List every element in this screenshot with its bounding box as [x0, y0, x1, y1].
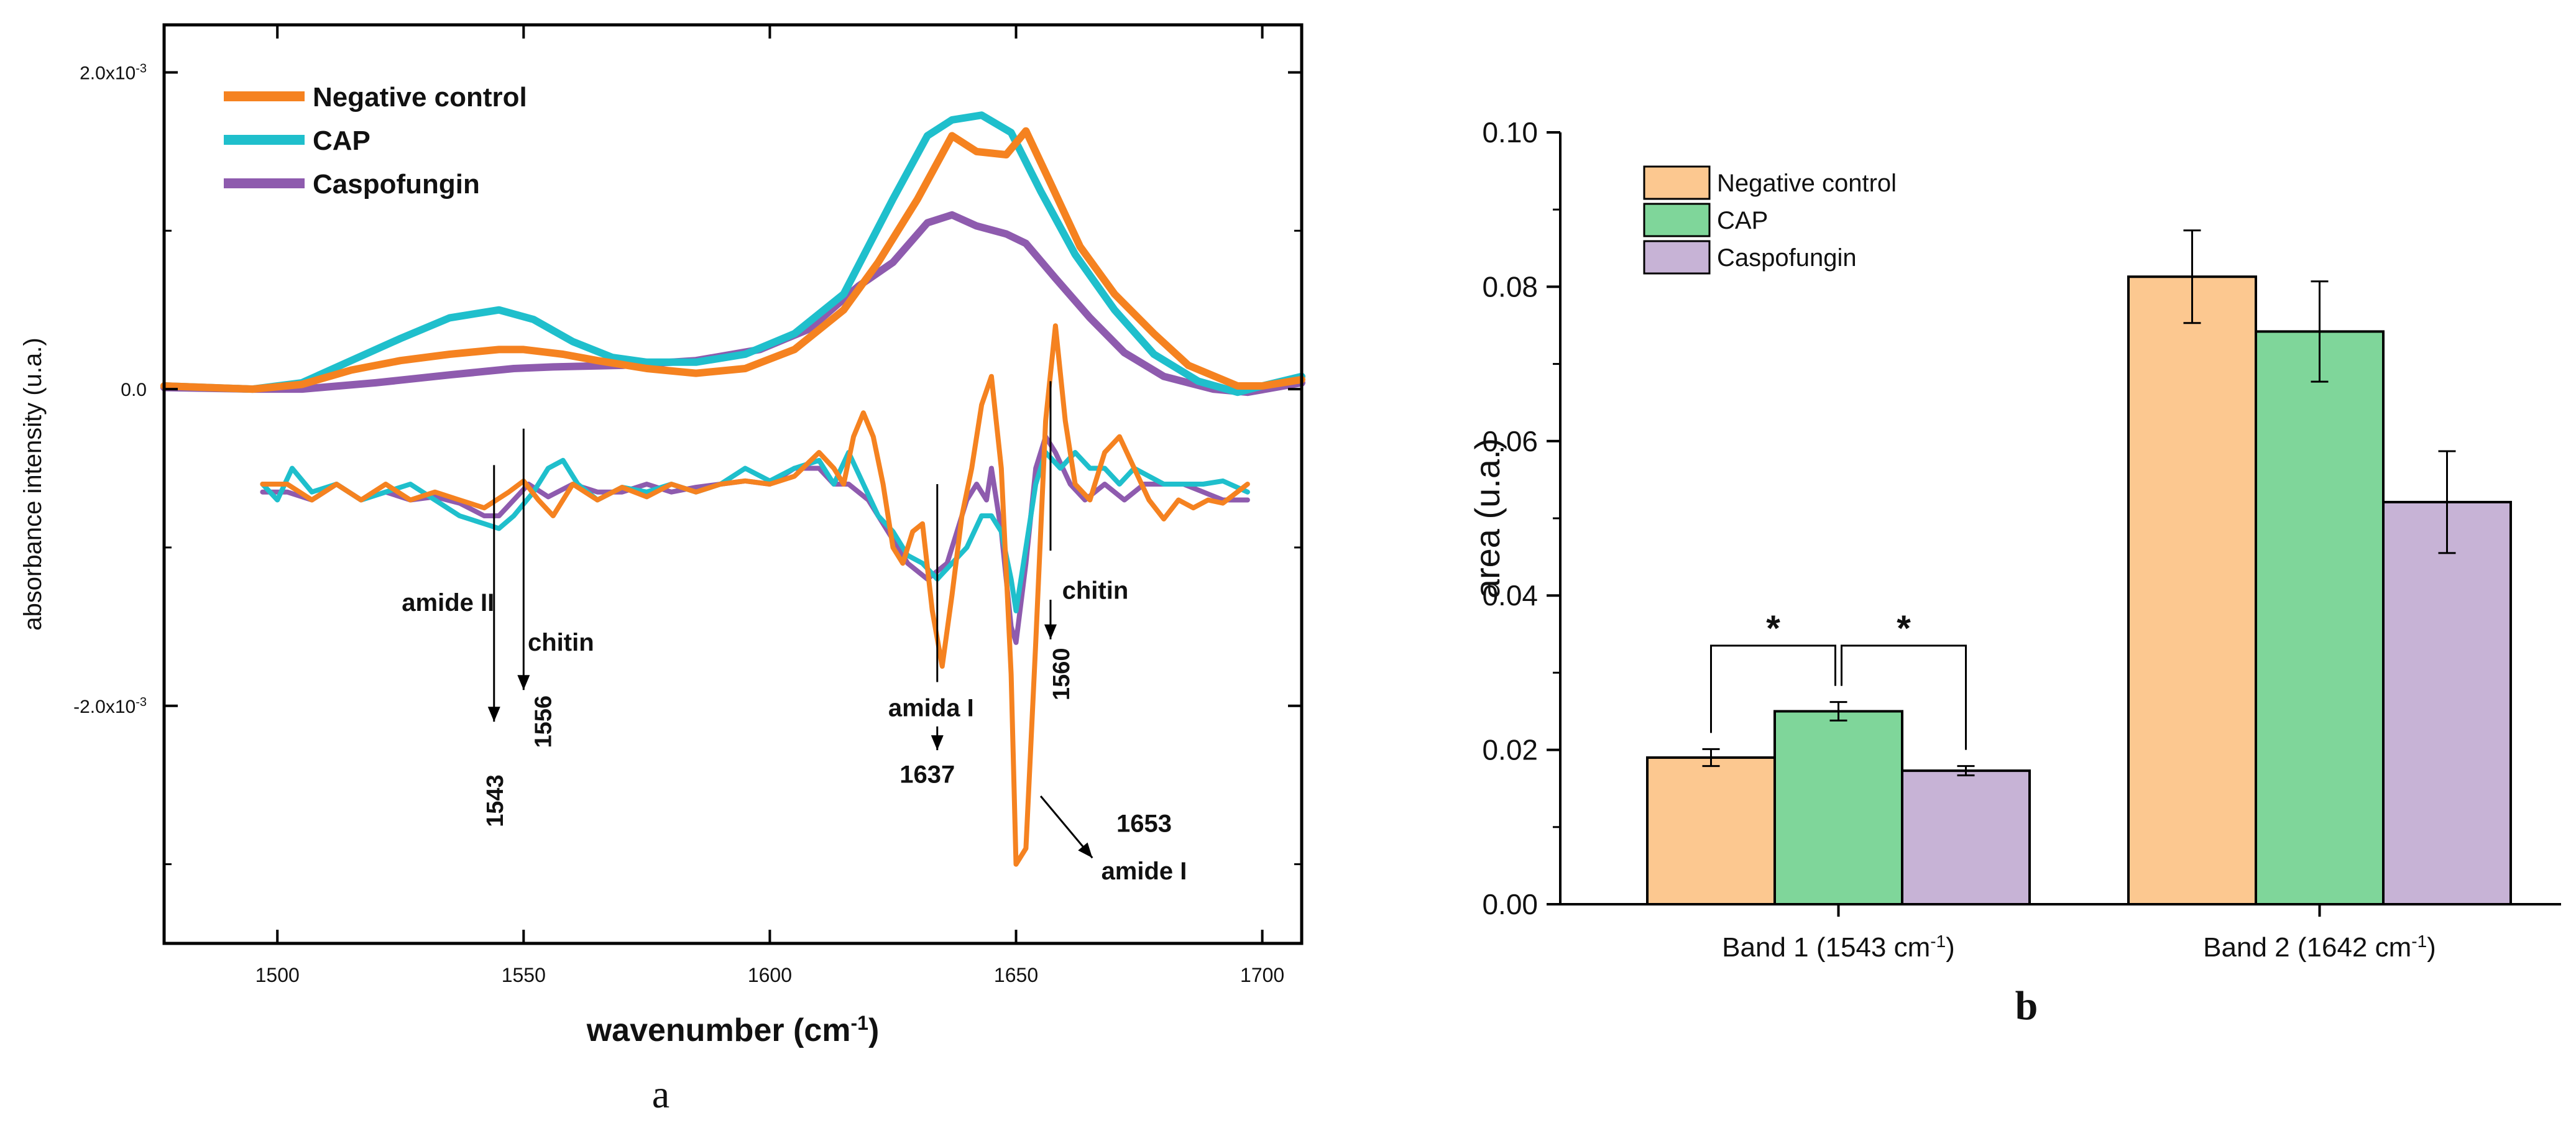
panel-a-label: a — [652, 1072, 669, 1116]
x-tick-label-1650: 1650 — [994, 964, 1038, 986]
annotation-value-1543: 1543 — [482, 774, 508, 827]
b-legend-swatch-cap — [1643, 203, 1711, 237]
panel-b-legend: Negative control CAP Caspofungin — [1643, 165, 1897, 275]
category-label-band-1: Band 1 (1543 cm-1) — [1722, 932, 1955, 963]
series-negative-control-second-derivative — [260, 323, 1250, 867]
significance-star-1: * — [1766, 608, 1780, 649]
b-y-tick-label-5: 0.10 — [1482, 116, 1538, 149]
b-y-tick-label-3: 0.06 — [1482, 425, 1538, 457]
annotation-text-chitin-1560: chitin — [1062, 577, 1129, 605]
bar-caspofungin-band-1 — [1901, 769, 2031, 906]
panel-a-xlabel: wavenumber (cm-1) — [586, 1012, 880, 1048]
significance-star-2: * — [1897, 608, 1911, 649]
annotation-text-amida-i: amida I — [888, 694, 974, 722]
b-legend-swatch-negative-control — [1643, 165, 1711, 200]
x-tick-label-1550: 1550 — [502, 964, 546, 986]
error-bar-caspofungin-band-1 — [1957, 765, 1975, 777]
x-tick-label-1500: 1500 — [255, 964, 300, 986]
panel-b-ylabel: area (u.a.) — [1468, 438, 1507, 598]
bar-negative-control-band-2 — [2127, 275, 2257, 905]
series-negative-control-absorbance — [160, 127, 1305, 393]
panel-b-bars: * * 0.00 0.02 0.04 0.06 0.08 0.10 Band 1 (1543… — [1468, 116, 2561, 1029]
bar-cap-band-1 — [1773, 710, 1903, 905]
annotation-value-1653: 1653 — [1116, 810, 1172, 837]
series-cap-absorbance — [160, 111, 1305, 396]
x-tick-label-1600: 1600 — [748, 964, 792, 986]
category-label-band-2: Band 2 (1642 cm-1) — [2203, 932, 2436, 963]
significance-bracket-1 — [1710, 644, 1836, 733]
b-y-tick-label-4: 0.08 — [1482, 270, 1538, 303]
b-legend-label-negative-control: Negative control — [1717, 170, 1897, 197]
arrow-head-amida-i — [931, 735, 944, 751]
panel-a-ylabel: absorbance intensity (u.a.) — [19, 337, 47, 630]
legend-label-caspofungin: Caspofungin — [313, 169, 480, 199]
y-tick-label-0: 2.0x10-3 — [80, 62, 147, 83]
b-y-tick-label-1: 0.02 — [1482, 734, 1538, 766]
bar-caspofungin-band-2 — [2382, 500, 2512, 905]
bar-cap-band-2 — [2255, 330, 2385, 905]
panel-a-legend: Negative control CAP Caspofungin — [224, 82, 527, 199]
legend-label-cap: CAP — [313, 126, 370, 156]
y-tick-label-2: -2.0x10-3 — [73, 695, 147, 717]
annotation-value-1556: 1556 — [530, 695, 556, 748]
significance-bracket-2 — [1841, 644, 1967, 750]
error-bar-caspofungin-band-2 — [2438, 450, 2456, 554]
arrow-head-amide-ii — [487, 707, 500, 722]
arrow-head-chitin-1556 — [517, 675, 530, 690]
error-bar-cap-band-2 — [2311, 280, 2329, 383]
b-legend-label-caspofungin: Caspofungin — [1717, 244, 1857, 272]
panel-a-spectra: amide II 1543 chitin 1556 amida I 1637 chitin 1… — [19, 23, 1305, 1116]
y-tick-label-1: 0.0 — [121, 380, 147, 400]
bar-negative-control-band-1 — [1646, 756, 1776, 906]
x-tick-label-1700: 1700 — [1240, 964, 1284, 986]
panel-a-axes-frame — [162, 23, 1304, 945]
annotation-text-chitin-1556: chitin — [528, 629, 594, 656]
annotation-text-amide-i: amide I — [1102, 858, 1187, 885]
annotation-text-amide-ii: amide II — [402, 589, 494, 617]
error-bar-negative-control-band-1 — [1702, 748, 1720, 768]
arrow-head-chitin-1560 — [1044, 624, 1057, 639]
annotation-value-1560: 1560 — [1049, 648, 1075, 701]
error-bar-negative-control-band-2 — [2183, 229, 2201, 324]
annotation-value-1637: 1637 — [899, 761, 955, 788]
b-legend-swatch-caspofungin — [1643, 240, 1711, 275]
panel-b-label: b — [2015, 983, 2038, 1029]
b-legend-label-cap: CAP — [1717, 207, 1768, 234]
legend-label-negative-control: Negative control — [313, 82, 527, 112]
error-bar-cap-band-1 — [1829, 701, 1847, 722]
series-caspofungin-second-derivative — [260, 434, 1250, 645]
arrow-head-1653 — [1078, 842, 1093, 858]
series-caspofungin-absorbance — [160, 211, 1305, 396]
b-y-tick-label-2: 0.04 — [1482, 579, 1538, 612]
b-y-tick-label-0: 0.00 — [1482, 888, 1538, 920]
